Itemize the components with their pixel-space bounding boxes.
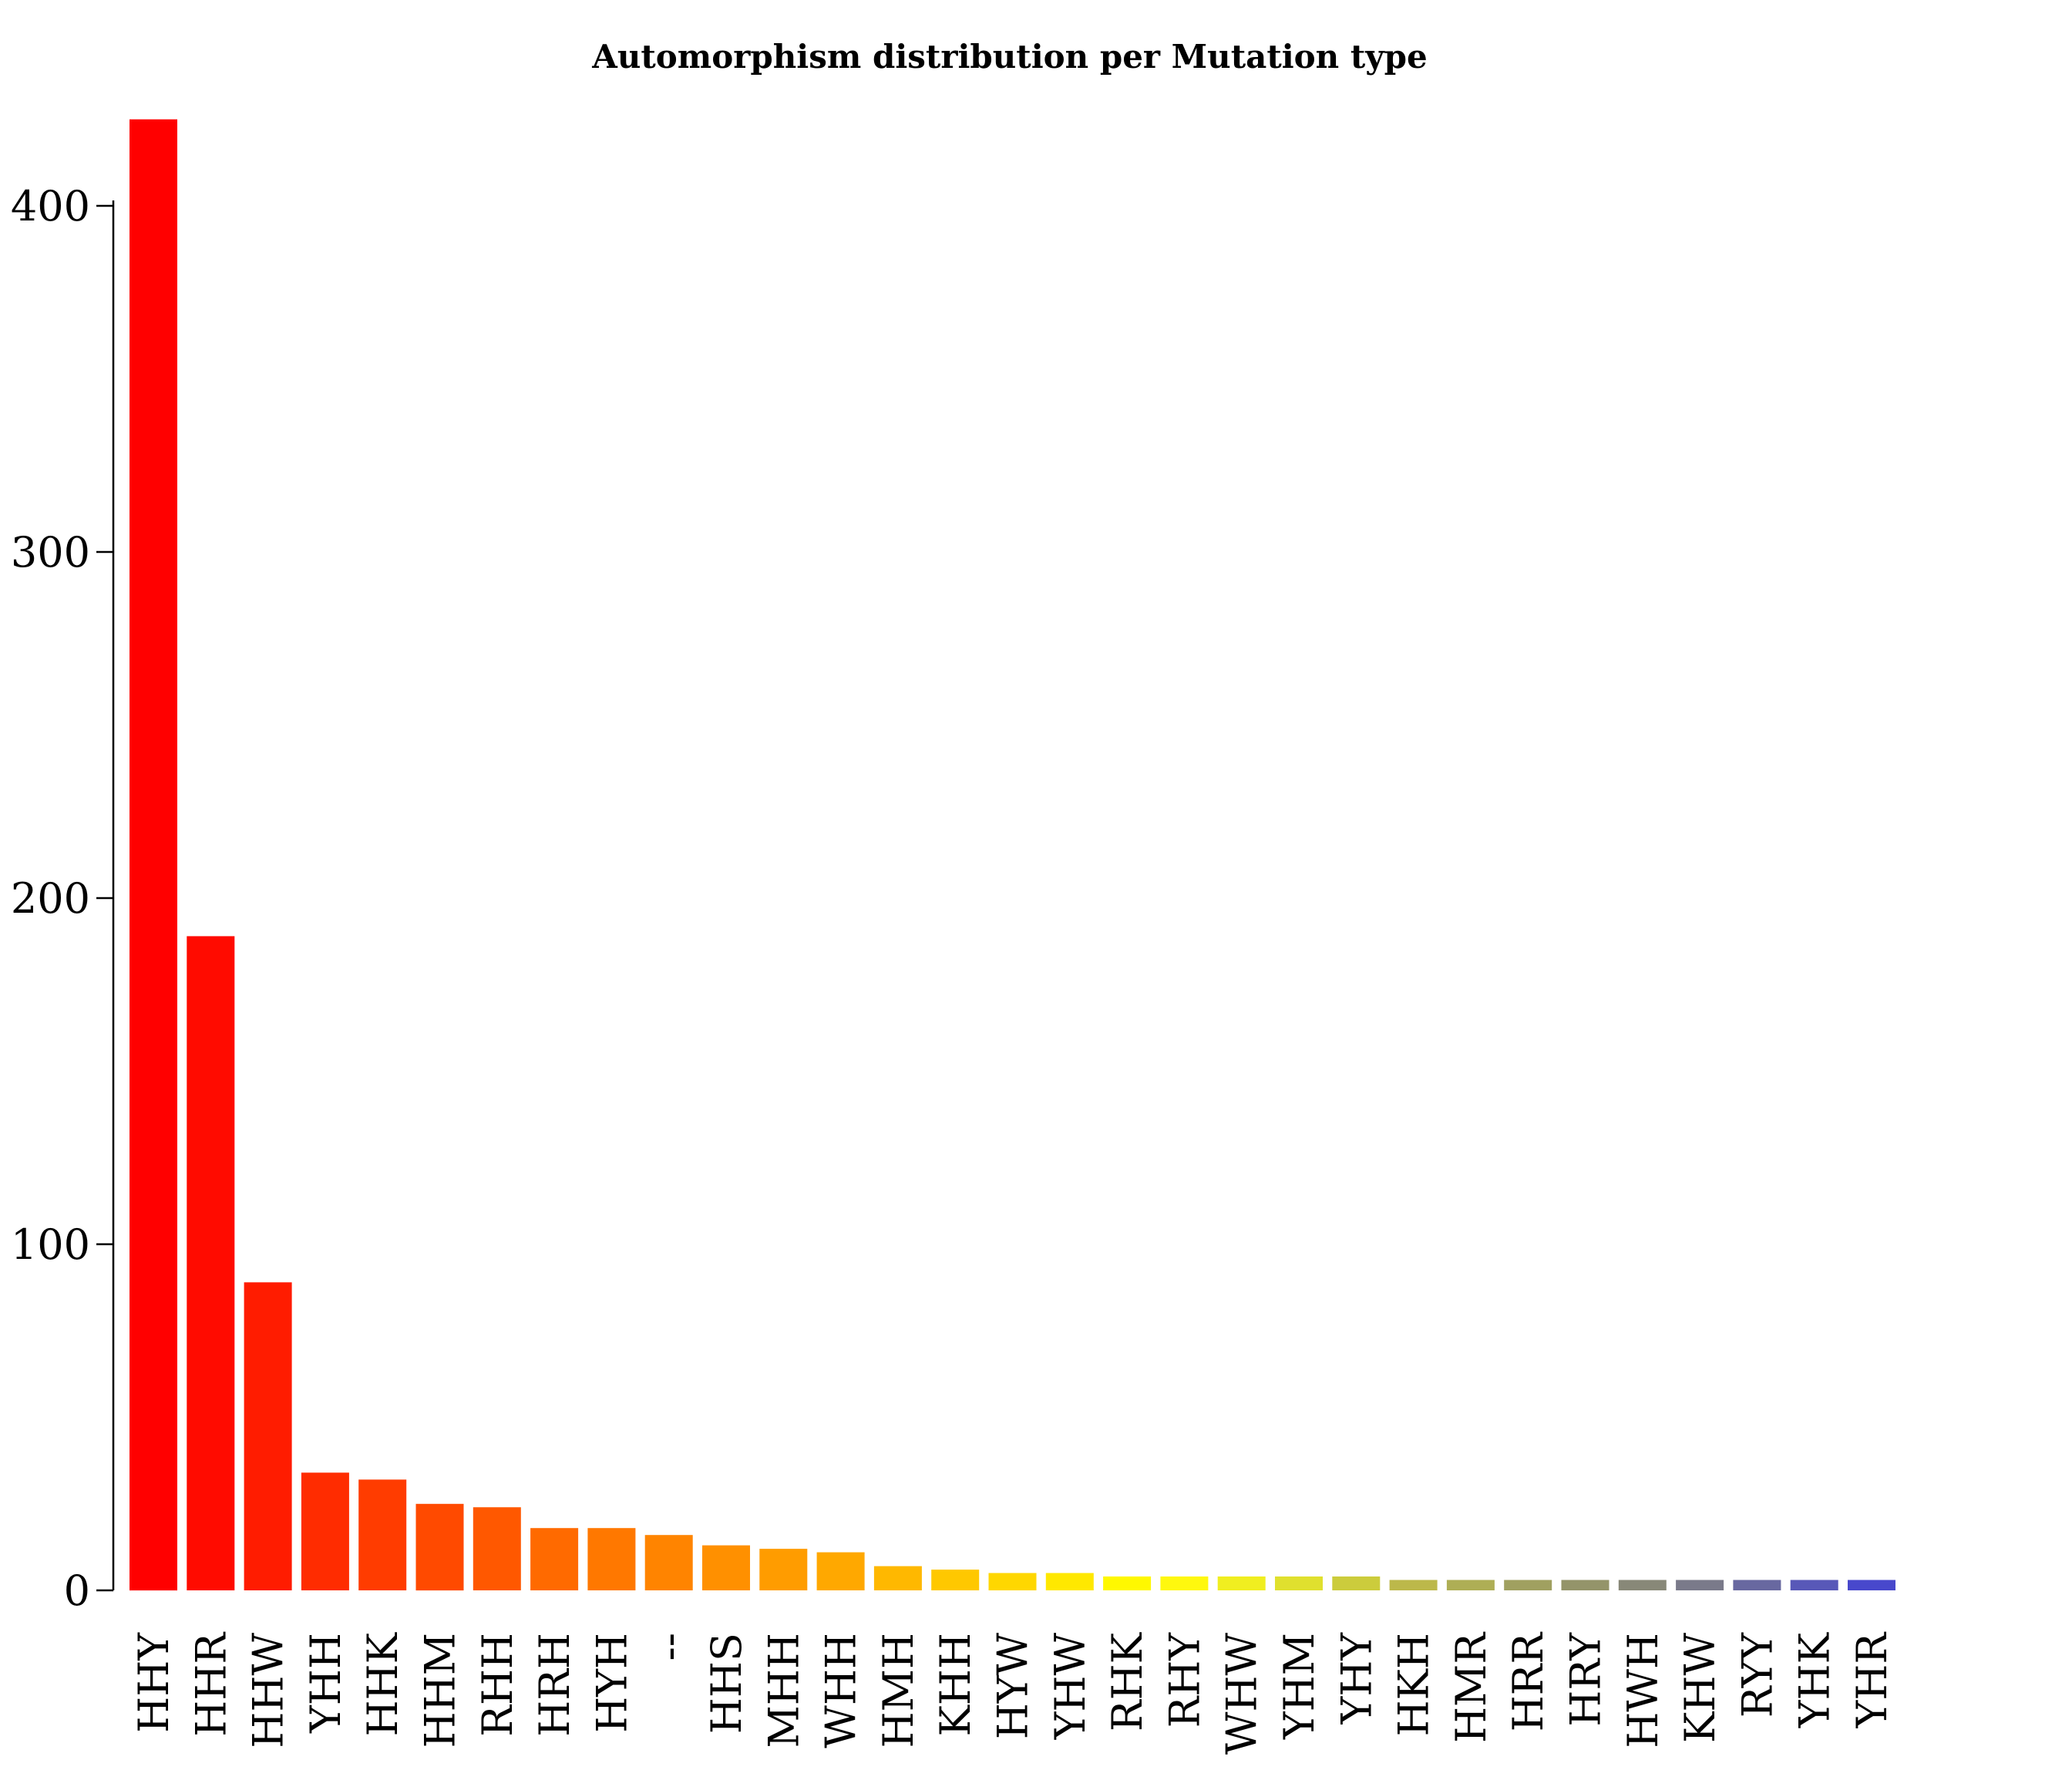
x-tick-label: HKH	[1390, 1633, 1438, 1737]
bar-khw	[1676, 1580, 1724, 1590]
x-tick-label: HHY	[130, 1632, 178, 1733]
bar-hhr	[187, 936, 235, 1590]
bar-hyw	[988, 1573, 1037, 1590]
x-tick-label: HWH	[1619, 1633, 1667, 1748]
bar-hhw	[244, 1282, 292, 1590]
x-tick-label: MHH	[759, 1633, 808, 1748]
x-tick-label: HMR	[1447, 1632, 1495, 1743]
x-tick-label: HRH	[530, 1633, 579, 1737]
bar-yhm	[1275, 1576, 1323, 1590]
bar-dashdash	[644, 1535, 693, 1590]
bar-hhk	[358, 1479, 407, 1590]
x-tick-label: WHW	[1218, 1633, 1266, 1755]
y-tick-label: 300	[11, 528, 90, 577]
bar-hwh	[1618, 1580, 1667, 1590]
bars	[130, 119, 1895, 1591]
y-tick-label: 100	[11, 1220, 90, 1269]
bar-hyh	[587, 1528, 636, 1590]
bar-hry	[1561, 1580, 1610, 1590]
bar-yhk	[1790, 1580, 1838, 1590]
x-tick-label: RYY	[1733, 1632, 1781, 1718]
x-tick-label: WHH	[817, 1633, 866, 1748]
bar-yhr	[1848, 1580, 1895, 1590]
bar-rhh	[473, 1507, 521, 1590]
bar-yhw	[1045, 1573, 1094, 1590]
bar-khh	[931, 1570, 980, 1590]
bar-hhy	[130, 119, 177, 1591]
bar-yhy	[1332, 1576, 1381, 1590]
x-tick-label: KHH	[931, 1633, 980, 1737]
x-tick-label: YHY	[1332, 1632, 1381, 1725]
bar-whh	[816, 1552, 865, 1590]
y-tick-label: 200	[11, 874, 90, 923]
x-tick-label: YHH	[301, 1633, 350, 1734]
x-tick-label: RHH	[473, 1633, 522, 1737]
x-tick-label: RHK	[1103, 1631, 1152, 1731]
bar-hrr	[1504, 1580, 1552, 1590]
x-tick-label: YHW	[1046, 1633, 1095, 1741]
x-tick-label: RHY	[1160, 1632, 1209, 1728]
bar-hhm	[415, 1503, 464, 1591]
bar-hkh	[1389, 1580, 1438, 1590]
x-tick-labels: HHY HHR HHW YHH HHK HHM RHH HRH HYH -- HHS MHH WHH HM…	[130, 1631, 1896, 1755]
x-tick-label: HMH	[874, 1633, 923, 1748]
bar-mhh	[759, 1549, 808, 1590]
x-tick-label: HHS	[702, 1633, 751, 1734]
bar-whw	[1217, 1576, 1266, 1590]
y-tick-label: 0	[64, 1566, 90, 1615]
chart-title: Automorphism distribution per Mutation t…	[591, 38, 1427, 76]
x-tick-label: YHM	[1275, 1633, 1324, 1740]
bar-yhh	[301, 1472, 349, 1590]
x-tick-label: --	[645, 1633, 694, 1661]
bar-hmr	[1446, 1580, 1495, 1590]
x-tick-label: HRR	[1504, 1632, 1552, 1732]
bar-ryy	[1733, 1580, 1781, 1590]
x-tick-label: YHK	[1791, 1631, 1839, 1728]
x-tick-label: YHR	[1848, 1632, 1896, 1729]
bar-hrh	[530, 1528, 579, 1590]
bar-hhs	[702, 1545, 750, 1590]
x-tick-label: HHM	[416, 1633, 465, 1748]
x-tick-label: HHK	[358, 1631, 407, 1736]
x-tick-label: HHR	[187, 1632, 235, 1737]
x-tick-label: KHW	[1676, 1633, 1724, 1743]
x-tick-label: HYH	[587, 1633, 636, 1733]
bar-rhy	[1160, 1576, 1209, 1590]
x-tick-label: HHW	[244, 1633, 293, 1748]
y-tick-label: 400	[11, 182, 90, 230]
x-tick-label: HYW	[989, 1633, 1038, 1740]
bar-hmh	[873, 1566, 922, 1590]
bar-rhk	[1103, 1576, 1152, 1590]
y-ticks: 0 100 200 300 400	[11, 182, 113, 1615]
x-tick-label: HRY	[1562, 1632, 1610, 1727]
